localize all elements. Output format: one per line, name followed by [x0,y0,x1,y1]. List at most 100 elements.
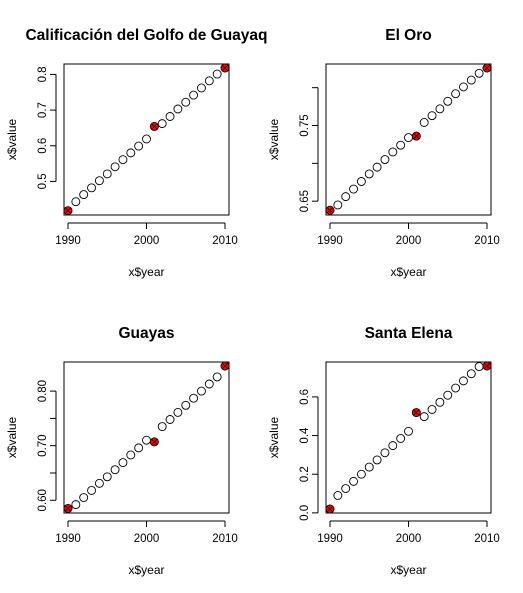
data-point [333,491,343,500]
y-tick-label: 0.2 [299,466,311,482]
highlight-cross [413,409,420,416]
data-point [364,169,374,179]
data-point [212,372,222,382]
highlight-cross [326,505,334,513]
data-point [466,369,476,379]
data-point [419,412,429,422]
data-point [443,390,453,400]
plot-frame [63,361,230,514]
data-point [142,134,151,144]
plot-frame [63,63,230,216]
data-point [451,89,461,99]
x-tick-label: 2010 [212,533,238,545]
data-point [173,407,183,417]
data-point [173,104,183,114]
data-point [110,162,120,172]
data-point [110,465,120,475]
data-point [356,469,366,479]
data-point [204,379,214,389]
x-axis-title: x$year [128,563,164,577]
y-axis-title: x$value [5,417,19,459]
y-tick-label: 0.8 [37,66,49,82]
y-tick-label: 0.6 [299,389,311,405]
y-tick-label: 0.65 [299,190,311,212]
data-point [435,104,445,114]
data-point [181,97,191,107]
data-point [427,111,437,121]
data-point [404,426,413,436]
highlight-cross [151,438,158,446]
data-point [165,415,175,424]
data-point [356,177,366,186]
x-tick-label: 2010 [212,235,238,247]
x-tick-label: 2000 [396,533,422,545]
data-point [79,190,89,200]
highlight-cross [64,505,72,512]
data-point [181,400,191,410]
chart-title: El Oro [385,27,432,44]
x-tick-label: 2010 [474,533,500,545]
y-tick-label: 0.80 [37,380,49,402]
data-point [435,397,445,407]
data-point [118,155,128,165]
data-point [196,83,206,93]
data-point [157,422,167,432]
data-point [341,192,351,202]
highlight-cross [151,123,158,130]
data-point [189,393,199,403]
data-point [396,140,406,150]
data-point [126,148,136,158]
chart-title: Calificación del Golfo de Guayaq [25,27,267,44]
chart-panel-1: Calificación del Golfo de Guayaq 1990 2000… [5,27,268,279]
data-point [204,76,214,86]
highlight-cross [221,64,229,72]
x-axis-title: x$year [128,265,164,279]
data-point [341,484,351,493]
chart-panel-4: Santa Elena 1990 2000 2010 0.0 0.2 0.4 0.6 x$yea… [267,325,500,577]
data-point [396,434,406,443]
data-point [443,96,453,106]
data-point [118,458,128,468]
data-point [474,362,484,372]
data-point [102,472,112,482]
x-tick-label: 2000 [134,533,160,545]
data-point [79,493,89,502]
x-axis-title: x$year [390,265,426,279]
chart-panel-2: El Oro 1990 2000 2010 0.65 0.75 x$year x$value [267,27,500,279]
data-point [333,200,343,210]
data-point [71,500,81,510]
data-point [372,455,382,465]
data-point [474,68,484,78]
x-tick-label: 2000 [134,235,160,247]
data-point [427,405,437,414]
data-point [372,162,382,172]
data-point [388,147,398,157]
chart-panel-3: Guayas 1990 2000 2010 0.60 0.70 0.80 x$year x$va… [5,325,238,577]
plot-frame [325,361,492,514]
y-tick-label: 0.70 [37,434,49,456]
data-point [189,90,199,100]
x-tick-label: 1990 [55,533,81,545]
y-axis-title: x$value [267,119,281,161]
highlight-cross [413,132,420,140]
data-point [134,141,144,151]
data-point [165,112,175,121]
data-point [87,183,97,193]
highlight-cross [483,64,491,72]
x-tick-label: 2010 [474,235,500,247]
highlight-cross [326,206,334,214]
data-point [451,383,461,393]
data-point [466,75,476,85]
data-point [94,176,104,186]
chart-title: Guayas [118,325,174,342]
data-point [71,197,81,207]
y-tick-label: 0.6 [37,138,49,154]
data-point [142,435,151,445]
y-axis-title: x$value [5,119,19,161]
data-point [94,478,104,488]
y-axis-title: x$value [267,417,281,459]
y-tick-label: 0.5 [37,173,49,189]
data-point [459,82,468,92]
data-point [380,155,390,165]
